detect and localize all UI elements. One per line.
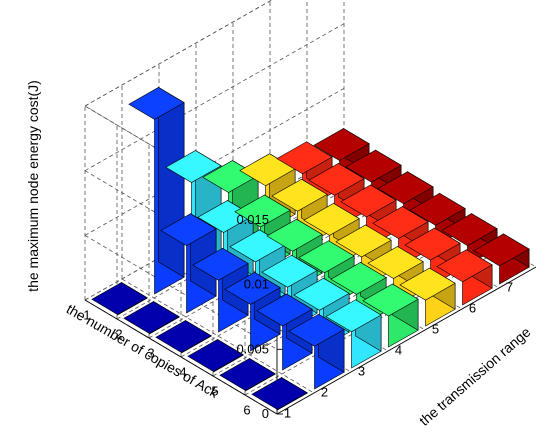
bar-top-face bbox=[335, 224, 392, 258]
bar-top-face bbox=[409, 192, 466, 226]
bar-top-face bbox=[251, 377, 308, 410]
bar-top-face bbox=[330, 262, 387, 295]
bar bbox=[473, 233, 530, 285]
x-tick-label: 6 bbox=[469, 301, 476, 316]
z-axis-label: the maximum node energy cost(J) bbox=[25, 80, 41, 292]
bar-top-face bbox=[399, 267, 456, 301]
y-tick-label: 6 bbox=[243, 403, 250, 418]
z-tick-label: 0.01 bbox=[244, 277, 269, 292]
bar-side-face bbox=[158, 86, 185, 278]
bar-top-face bbox=[288, 313, 345, 347]
z-tick-label: 0.005 bbox=[236, 341, 269, 356]
bar bbox=[155, 319, 212, 354]
bar-top-face bbox=[197, 200, 254, 233]
bar bbox=[123, 300, 180, 335]
bar-top-face bbox=[128, 87, 185, 120]
bar bbox=[219, 357, 276, 392]
grid-line bbox=[84, 0, 273, 107]
bar bbox=[288, 313, 345, 390]
x-tick-label: 1 bbox=[284, 406, 291, 421]
z-tick-label: 0.015 bbox=[236, 212, 269, 227]
grid-line bbox=[84, 105, 278, 221]
bar-top-face bbox=[404, 227, 461, 261]
z-tick-label: 0 bbox=[262, 406, 269, 421]
bar-top-face bbox=[377, 171, 434, 205]
x-tick-label: 2 bbox=[321, 385, 328, 400]
bar-top-face bbox=[219, 358, 276, 391]
bar-top-face bbox=[224, 272, 281, 305]
bar-top-face bbox=[256, 293, 313, 327]
y-tick-label: 3 bbox=[147, 346, 154, 361]
bar-top-face bbox=[436, 249, 493, 283]
bar-top-face bbox=[276, 141, 333, 175]
bar-top-face bbox=[303, 203, 360, 236]
bar bbox=[399, 267, 456, 327]
y-tick-label: 1 bbox=[83, 308, 90, 323]
bar-top-face bbox=[313, 128, 370, 161]
bar-top-face bbox=[123, 301, 180, 334]
bar-top-face bbox=[266, 218, 323, 252]
bar bbox=[187, 338, 244, 373]
bar-top-face bbox=[372, 206, 429, 239]
bar bbox=[128, 86, 185, 295]
bar-top-face bbox=[345, 149, 402, 183]
bar bbox=[91, 281, 148, 316]
x-axis-line bbox=[276, 266, 537, 415]
y-axis-line bbox=[84, 299, 278, 415]
bar-top-face bbox=[160, 213, 217, 247]
bar bbox=[436, 249, 493, 306]
bar-top-face bbox=[293, 277, 350, 311]
bar bbox=[362, 283, 419, 348]
x-tick-label: 7 bbox=[506, 280, 513, 295]
grid-line bbox=[84, 0, 273, 107]
y-tick-label: 5 bbox=[211, 384, 218, 399]
y-tick-label: 4 bbox=[179, 365, 186, 380]
bar-top-face bbox=[192, 247, 249, 281]
bar-top-face bbox=[340, 184, 397, 218]
bar-top-face bbox=[165, 150, 222, 183]
bar-top-face bbox=[308, 163, 365, 196]
bar-top-face bbox=[367, 246, 424, 279]
x-tick-label: 4 bbox=[395, 343, 402, 358]
x-axis-label: the transmission range bbox=[416, 324, 534, 429]
bar-top-face bbox=[91, 282, 148, 315]
bar-top-face bbox=[362, 283, 419, 317]
grid-line bbox=[84, 23, 345, 172]
bar-top-face bbox=[187, 339, 244, 372]
bar-top-face bbox=[271, 178, 328, 212]
bars-layer bbox=[91, 86, 530, 411]
bar-top-face bbox=[298, 240, 355, 274]
bar-top-face bbox=[441, 213, 498, 246]
bar-top-face bbox=[155, 320, 212, 353]
bar-top-face bbox=[261, 254, 318, 288]
x-tick-label: 5 bbox=[432, 322, 439, 337]
bar bbox=[251, 376, 308, 411]
bar bbox=[325, 299, 382, 369]
bar-top-face bbox=[234, 194, 291, 228]
bar-top-face bbox=[325, 299, 382, 333]
bar bbox=[160, 213, 217, 314]
y-tick-label: 2 bbox=[115, 327, 122, 342]
x-tick-label: 3 bbox=[358, 364, 365, 379]
bar-top-face bbox=[239, 153, 296, 187]
bar-top-face bbox=[473, 233, 530, 267]
